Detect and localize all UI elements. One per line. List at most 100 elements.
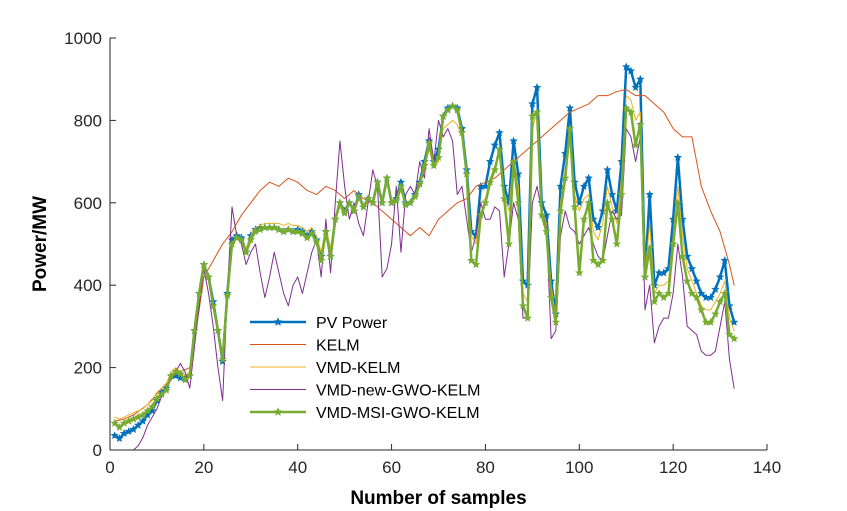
point-vmd-msi-gwo-kelm-125 xyxy=(697,305,706,314)
legend-marker-vmd-msi-gwo-kelm xyxy=(273,407,283,416)
point-vmd-msi-gwo-kelm-25 xyxy=(227,239,237,248)
point-vmd-msi-gwo-kelm-19 xyxy=(199,260,209,269)
point-vmd-msi-gwo-kelm-28 xyxy=(241,247,251,256)
point-pv-power-125 xyxy=(697,289,706,297)
point-vmd-msi-gwo-kelm-118 xyxy=(664,289,673,297)
point-vmd-msi-gwo-kelm-83 xyxy=(500,194,509,203)
point-vmd-msi-gwo-kelm-73 xyxy=(453,105,462,114)
point-vmd-msi-gwo-kelm-107 xyxy=(612,239,621,248)
point-vmd-msi-gwo-kelm-75 xyxy=(462,169,471,178)
point-vmd-msi-gwo-kelm-115 xyxy=(650,297,659,306)
point-vmd-msi-gwo-kelm-27 xyxy=(237,235,246,244)
point-vmd-msi-gwo-kelm-69 xyxy=(434,153,443,162)
y-tick-label-2: 400 xyxy=(74,276,102,295)
point-pv-power-111 xyxy=(631,83,640,91)
point-pv-power-100 xyxy=(579,181,589,190)
point-vmd-msi-gwo-kelm-79 xyxy=(481,198,490,207)
x-tick-label-4: 80 xyxy=(476,458,495,477)
legend-item-pv-power: PV Power xyxy=(250,315,388,332)
point-vmd-msi-gwo-kelm-2 xyxy=(119,418,129,427)
point-vmd-msi-gwo-kelm-24 xyxy=(223,291,232,300)
point-vmd-msi-gwo-kelm-106 xyxy=(607,214,617,223)
y-tick-label-3: 600 xyxy=(74,194,102,213)
point-pv-power-0 xyxy=(110,431,119,440)
point-pv-power-103 xyxy=(593,223,603,232)
point-vmd-msi-gwo-kelm-4 xyxy=(129,414,138,423)
point-pv-power-105 xyxy=(603,165,612,174)
point-vmd-msi-gwo-kelm-63 xyxy=(406,198,415,207)
point-pv-power-2 xyxy=(119,429,129,438)
point-vmd-msi-gwo-kelm-82 xyxy=(495,144,504,153)
point-pv-power-128 xyxy=(711,284,720,293)
point-vmd-msi-gwo-kelm-8 xyxy=(148,402,157,411)
point-pv-power-114 xyxy=(645,190,654,199)
x-tick-label-5: 100 xyxy=(565,458,593,477)
legend-label-vmd-msi-gwo-kelm: VMD-MSI-GWO-KELM xyxy=(316,405,480,422)
point-vmd-msi-gwo-kelm-11 xyxy=(162,385,171,394)
point-pv-power-101 xyxy=(584,173,593,182)
point-vmd-msi-gwo-kelm-97 xyxy=(565,124,575,133)
point-vmd-msi-gwo-kelm-40 xyxy=(298,229,307,238)
legend-marker-pv-power xyxy=(273,317,283,326)
legend: PV Power KELM VMD-KELM VMD-new-GWO-KELM VMD-… xyxy=(250,315,480,422)
x-axis-title: Number of samples xyxy=(350,488,526,509)
point-pv-power-82 xyxy=(495,128,504,137)
x-tick-label-2: 40 xyxy=(288,458,307,477)
point-vmd-msi-gwo-kelm-54 xyxy=(363,194,373,203)
point-vmd-msi-gwo-kelm-46 xyxy=(326,251,335,260)
point-pv-power-123 xyxy=(687,264,697,273)
point-pv-power-129 xyxy=(715,272,725,281)
point-vmd-msi-gwo-kelm-104 xyxy=(598,256,607,265)
point-vmd-msi-gwo-kelm-42 xyxy=(307,229,316,238)
point-vmd-msi-gwo-kelm-20 xyxy=(204,272,213,281)
point-vmd-msi-gwo-kelm-116 xyxy=(654,289,664,297)
point-vmd-msi-gwo-kelm-93 xyxy=(546,293,556,302)
point-vmd-msi-gwo-kelm-78 xyxy=(476,210,485,219)
legend-item-vmd-msi-gwo-kelm: VMD-MSI-GWO-KELM xyxy=(250,405,480,422)
point-vmd-msi-gwo-kelm-81 xyxy=(490,165,499,174)
point-vmd-msi-gwo-kelm-129 xyxy=(715,297,725,306)
series-vmd-msi-gwo-kelm xyxy=(110,101,739,431)
point-vmd-msi-gwo-kelm-50 xyxy=(345,198,354,207)
y-axis-title: Power/MW xyxy=(30,196,51,292)
point-vmd-msi-gwo-kelm-49 xyxy=(340,208,349,217)
point-vmd-msi-gwo-kelm-30 xyxy=(251,227,260,236)
point-vmd-msi-gwo-kelm-45 xyxy=(321,227,331,236)
point-vmd-msi-gwo-kelm-3 xyxy=(124,416,133,425)
y-tick-label-0: 0 xyxy=(93,441,102,460)
point-vmd-msi-gwo-kelm-127 xyxy=(706,317,715,326)
point-vmd-msi-gwo-kelm-122 xyxy=(683,276,692,285)
point-vmd-msi-gwo-kelm-18 xyxy=(194,289,204,297)
point-vmd-msi-gwo-kelm-108 xyxy=(617,190,626,199)
point-vmd-msi-gwo-kelm-29 xyxy=(246,235,255,244)
legend-item-vmd-new-gwo-kelm: VMD-new-GWO-KELM xyxy=(250,383,480,400)
point-pv-power-81 xyxy=(490,140,499,149)
point-vmd-msi-gwo-kelm-66 xyxy=(420,161,429,170)
point-vmd-msi-gwo-kelm-72 xyxy=(448,101,457,110)
point-vmd-msi-gwo-kelm-5 xyxy=(133,412,143,421)
point-vmd-msi-gwo-kelm-62 xyxy=(401,200,410,209)
point-vmd-msi-gwo-kelm-55 xyxy=(368,198,377,207)
point-vmd-msi-gwo-kelm-52 xyxy=(354,192,363,201)
point-vmd-msi-gwo-kelm-56 xyxy=(373,177,382,186)
point-pv-power-109 xyxy=(622,62,631,71)
x-tick-label-0: 0 xyxy=(105,458,114,477)
point-vmd-msi-gwo-kelm-43 xyxy=(312,237,321,246)
point-pv-power-130 xyxy=(720,256,729,265)
point-vmd-msi-gwo-kelm-109 xyxy=(622,103,631,112)
point-vmd-msi-gwo-kelm-96 xyxy=(561,173,570,182)
point-vmd-msi-gwo-kelm-65 xyxy=(415,179,424,188)
point-vmd-msi-gwo-kelm-23 xyxy=(218,354,227,363)
point-vmd-msi-gwo-kelm-95 xyxy=(556,206,565,215)
point-vmd-msi-gwo-kelm-68 xyxy=(429,161,438,170)
x-tick-label-3: 60 xyxy=(382,458,401,477)
point-pv-power-1 xyxy=(115,434,124,443)
point-vmd-msi-gwo-kelm-120 xyxy=(673,198,683,207)
point-pv-power-124 xyxy=(692,276,701,285)
point-vmd-msi-gwo-kelm-57 xyxy=(378,198,387,207)
point-vmd-msi-gwo-kelm-74 xyxy=(457,128,467,137)
point-vmd-msi-gwo-kelm-61 xyxy=(396,181,406,190)
point-vmd-msi-gwo-kelm-21 xyxy=(209,301,218,310)
point-vmd-msi-gwo-kelm-48 xyxy=(335,198,345,207)
